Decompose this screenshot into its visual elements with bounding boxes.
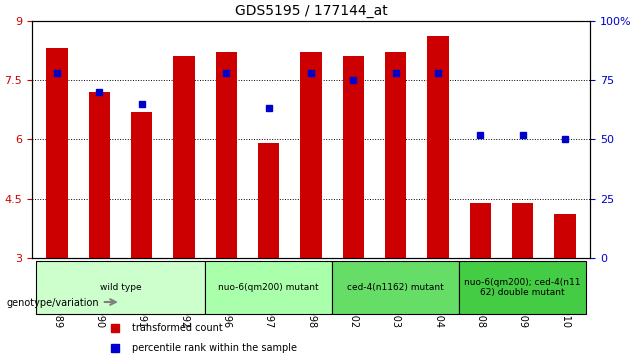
- Bar: [89, 92, 110, 258]
- Bar: [343, 56, 364, 258]
- Text: nuo-6(qm200) mutant: nuo-6(qm200) mutant: [218, 283, 319, 292]
- Bar: [258, 143, 279, 258]
- Bar: [385, 52, 406, 258]
- Text: transformed count: transformed count: [132, 323, 223, 333]
- Bar: [216, 52, 237, 258]
- Bar: [300, 52, 322, 258]
- FancyBboxPatch shape: [205, 261, 332, 314]
- Bar: [470, 203, 491, 258]
- Bar: [427, 36, 448, 258]
- Title: GDS5195 / 177144_at: GDS5195 / 177144_at: [235, 4, 387, 18]
- Bar: [555, 215, 576, 258]
- Text: nuo-6(qm200); ced-4(n11
62) double mutant: nuo-6(qm200); ced-4(n11 62) double mutan…: [464, 278, 581, 297]
- FancyBboxPatch shape: [36, 261, 205, 314]
- Bar: [46, 48, 67, 258]
- Bar: [512, 203, 534, 258]
- Text: genotype/variation: genotype/variation: [6, 298, 99, 308]
- FancyBboxPatch shape: [332, 261, 459, 314]
- Bar: [131, 111, 152, 258]
- Text: wild type: wild type: [100, 283, 141, 292]
- Text: ced-4(n1162) mutant: ced-4(n1162) mutant: [347, 283, 444, 292]
- FancyBboxPatch shape: [459, 261, 586, 314]
- Bar: [174, 56, 195, 258]
- Text: percentile rank within the sample: percentile rank within the sample: [132, 343, 297, 354]
